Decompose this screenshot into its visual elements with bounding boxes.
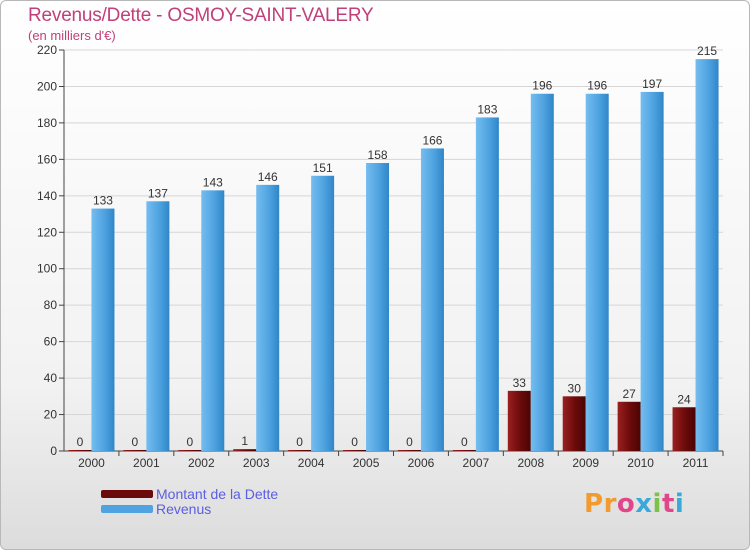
data-label-revenus: 215 <box>697 44 717 58</box>
legend-swatch-revenus <box>101 505 153 513</box>
data-label-revenus: 196 <box>532 79 552 93</box>
y-tick-label: 20 <box>44 408 58 422</box>
chart-title: Revenus/Dette - OSMOY-SAINT-VALERY <box>28 5 374 26</box>
bar-dette <box>68 450 92 451</box>
data-label-revenus: 166 <box>422 133 442 147</box>
bar-dette <box>672 407 696 451</box>
data-label-revenus: 197 <box>642 77 662 91</box>
data-label-dette: 0 <box>351 435 358 449</box>
bar-dette <box>233 449 257 451</box>
bar-dette <box>178 450 202 451</box>
chart-subtitle: (en milliers d'€) <box>28 28 116 43</box>
x-tick-label: 2004 <box>298 456 325 470</box>
bar-revenus <box>695 59 719 451</box>
y-tick-label: 200 <box>37 79 57 93</box>
x-tick-label: 2006 <box>408 456 435 470</box>
bar-revenus <box>366 163 390 451</box>
data-label-revenus: 133 <box>93 194 113 208</box>
data-label-dette: 0 <box>132 435 139 449</box>
bar-revenus <box>311 175 335 451</box>
data-label-dette: 0 <box>77 435 84 449</box>
x-tick-label: 2011 <box>683 456 709 470</box>
x-tick-label: 2000 <box>78 456 105 470</box>
data-label-dette: 1 <box>241 434 248 448</box>
legend-swatch-dette <box>101 490 153 498</box>
x-tick-label: 2007 <box>463 456 490 470</box>
bar-revenus <box>146 201 170 451</box>
x-tick-label: 2003 <box>243 456 270 470</box>
x-tick-label: 2001 <box>133 456 160 470</box>
data-label-dette: 30 <box>568 381 582 395</box>
bar-dette <box>562 396 586 451</box>
legend-label-revenus: Revenus <box>156 501 212 517</box>
y-tick-label: 40 <box>44 371 58 385</box>
data-label-dette: 27 <box>622 387 636 401</box>
bar-revenus <box>585 93 609 451</box>
logo-letter: i <box>652 489 662 519</box>
data-label-dette: 33 <box>513 376 527 390</box>
bar-dette <box>123 450 147 451</box>
bar-revenus <box>530 93 554 451</box>
data-label-dette: 0 <box>296 435 303 449</box>
x-tick-label: 2009 <box>572 456 599 470</box>
data-label-revenus: 143 <box>203 175 223 189</box>
logo-letter: t <box>661 489 675 519</box>
y-tick-label: 0 <box>50 444 57 458</box>
data-label-revenus: 196 <box>587 79 607 93</box>
logo-letter: P <box>584 489 604 519</box>
logo-letter: o <box>616 489 636 519</box>
x-tick-label: 2005 <box>353 456 380 470</box>
data-label-dette: 24 <box>677 392 691 406</box>
data-label-revenus: 151 <box>313 161 333 175</box>
data-label-revenus: 137 <box>148 186 168 200</box>
bar-revenus <box>256 184 280 451</box>
logo-letter: i <box>674 489 685 519</box>
x-tick-label: 2008 <box>517 456 544 470</box>
y-tick-label: 100 <box>37 262 57 276</box>
bar-dette <box>343 450 367 451</box>
bar-dette <box>617 401 641 451</box>
bar-revenus <box>420 148 444 451</box>
bar-revenus <box>201 190 225 451</box>
data-label-dette: 0 <box>461 435 468 449</box>
y-tick-label: 220 <box>37 43 57 57</box>
proxiti-logo: Proxiti <box>584 489 684 519</box>
legend-label-dette: Montant de la Dette <box>156 486 279 502</box>
y-tick-label: 180 <box>37 116 57 130</box>
bar-dette <box>452 450 476 451</box>
bar-revenus <box>475 117 499 451</box>
data-label-dette: 0 <box>406 435 413 449</box>
data-label-dette: 0 <box>186 435 193 449</box>
y-tick-label: 140 <box>37 189 57 203</box>
bar-revenus <box>91 208 115 451</box>
data-label-revenus: 146 <box>258 170 278 184</box>
data-label-revenus: 158 <box>368 148 388 162</box>
data-label-revenus: 183 <box>477 102 497 116</box>
x-tick-label: 2010 <box>627 456 654 470</box>
logo-letter: x <box>635 489 653 519</box>
y-tick-label: 120 <box>37 225 57 239</box>
logo-letter: r <box>603 489 617 519</box>
bar-dette <box>397 450 421 451</box>
bar-revenus <box>640 91 664 451</box>
y-tick-label: 160 <box>37 152 57 166</box>
bar-dette <box>288 450 312 451</box>
x-tick-label: 2002 <box>188 456 215 470</box>
y-tick-label: 80 <box>44 298 58 312</box>
bar-dette <box>507 390 531 451</box>
y-tick-label: 60 <box>44 335 58 349</box>
